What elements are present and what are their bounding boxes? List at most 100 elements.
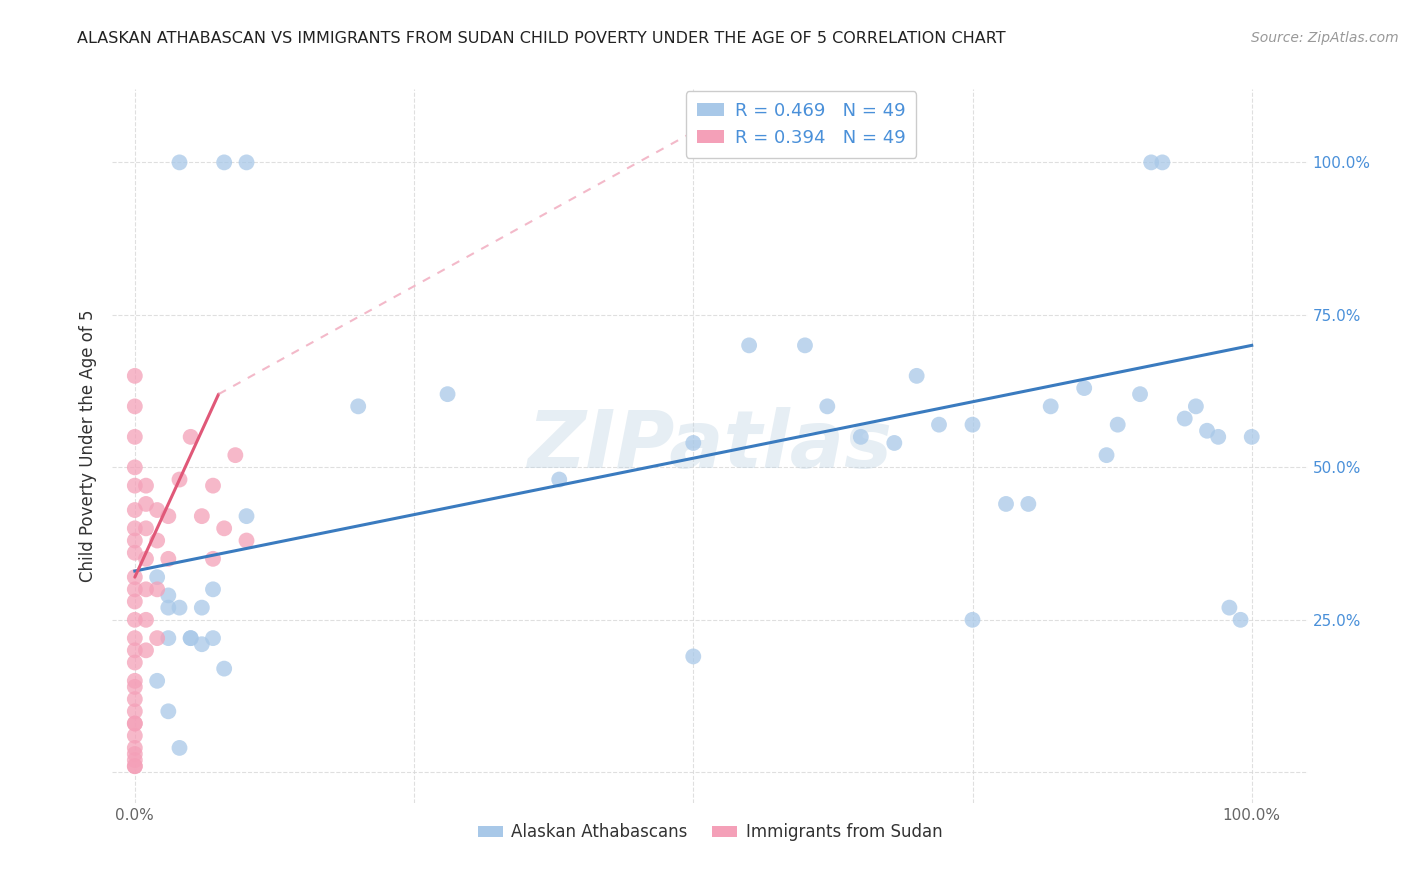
Point [962, 417, 984, 432]
Point [135, 478, 157, 492]
Point [124, 400, 146, 414]
Point [135, 521, 157, 535]
Point [1107, 417, 1129, 432]
Point [235, 155, 257, 169]
Point [1039, 400, 1062, 414]
Point [1174, 411, 1197, 425]
Point [201, 631, 224, 645]
Point [1197, 424, 1219, 438]
Point [124, 478, 146, 492]
Point [124, 533, 146, 548]
Legend: Alaskan Athabascans, Immigrants from Sudan: Alaskan Athabascans, Immigrants from Sud… [471, 817, 949, 848]
Point [347, 400, 370, 414]
Point [1129, 387, 1152, 401]
Point [124, 729, 146, 743]
Point [962, 613, 984, 627]
Point [995, 497, 1018, 511]
Point [124, 753, 146, 767]
Point [124, 680, 146, 694]
Point [124, 692, 146, 706]
Point [849, 430, 872, 444]
Point [224, 448, 246, 462]
Point [1229, 613, 1251, 627]
Point [815, 400, 838, 414]
Point [905, 368, 928, 383]
Point [235, 533, 257, 548]
Point [157, 600, 180, 615]
Point [794, 338, 817, 352]
Point [1218, 600, 1240, 615]
Point [191, 509, 214, 524]
Point [682, 436, 704, 450]
Point [124, 430, 146, 444]
Text: ZIPatlas: ZIPatlas [527, 407, 893, 485]
Point [146, 582, 169, 597]
Point [157, 509, 180, 524]
Point [124, 673, 146, 688]
Point [135, 497, 157, 511]
Point [124, 594, 146, 608]
Point [1095, 448, 1118, 462]
Point [124, 740, 146, 755]
Point [135, 643, 157, 657]
Point [682, 649, 704, 664]
Point [157, 631, 180, 645]
Point [135, 551, 157, 566]
Point [180, 430, 202, 444]
Point [212, 662, 235, 676]
Point [1206, 430, 1229, 444]
Point [883, 436, 905, 450]
Point [235, 509, 257, 524]
Point [157, 589, 180, 603]
Point [1073, 381, 1095, 395]
Point [124, 643, 146, 657]
Point [1017, 497, 1039, 511]
Point [124, 503, 146, 517]
Point [201, 582, 224, 597]
Point [124, 759, 146, 773]
Point [1240, 430, 1263, 444]
Point [201, 478, 224, 492]
Point [146, 570, 169, 584]
Point [169, 600, 191, 615]
Point [124, 716, 146, 731]
Point [157, 704, 180, 718]
Point [124, 613, 146, 627]
Point [124, 546, 146, 560]
Point [548, 473, 571, 487]
Point [191, 600, 214, 615]
Point [180, 631, 202, 645]
Point [1185, 400, 1208, 414]
Point [169, 155, 191, 169]
Point [124, 570, 146, 584]
Point [738, 338, 761, 352]
Point [146, 673, 169, 688]
Point [169, 740, 191, 755]
Point [201, 551, 224, 566]
Point [191, 637, 214, 651]
Point [124, 521, 146, 535]
Point [146, 631, 169, 645]
Point [212, 521, 235, 535]
Point [157, 551, 180, 566]
Point [1140, 155, 1163, 169]
Text: ALASKAN ATHABASCAN VS IMMIGRANTS FROM SUDAN CHILD POVERTY UNDER THE AGE OF 5 COR: ALASKAN ATHABASCAN VS IMMIGRANTS FROM SU… [77, 31, 1005, 46]
Point [928, 417, 950, 432]
Point [124, 759, 146, 773]
Point [124, 747, 146, 761]
Point [135, 613, 157, 627]
Point [124, 704, 146, 718]
Point [135, 582, 157, 597]
Text: Source: ZipAtlas.com: Source: ZipAtlas.com [1251, 31, 1399, 45]
Point [124, 460, 146, 475]
Point [124, 368, 146, 383]
Y-axis label: Child Poverty Under the Age of 5: Child Poverty Under the Age of 5 [79, 310, 97, 582]
Point [436, 387, 458, 401]
Point [1152, 155, 1174, 169]
Point [124, 656, 146, 670]
Point [180, 631, 202, 645]
Point [124, 582, 146, 597]
Point [169, 473, 191, 487]
Point [146, 533, 169, 548]
Point [212, 155, 235, 169]
